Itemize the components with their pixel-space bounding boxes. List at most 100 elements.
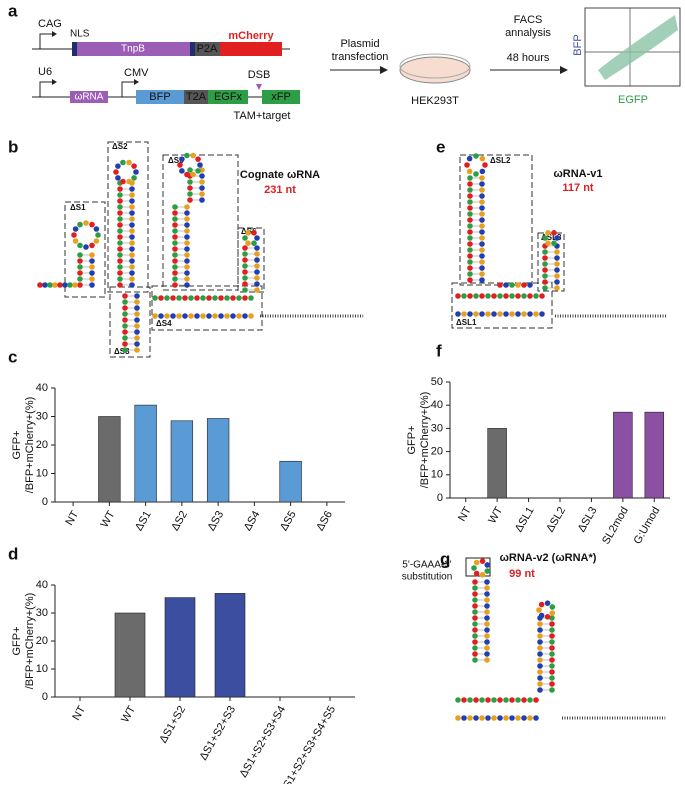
- nucleotide: [131, 163, 137, 169]
- bar-chart: d 0 10 20 30 40 GFP+/BFP+mCherry+(%) NT WT ΔS1+S2…: [8, 544, 355, 789]
- nucleotide: [197, 162, 203, 168]
- nucleotide: [537, 681, 543, 687]
- nucleotide: [479, 205, 485, 211]
- nucleotide: [254, 269, 260, 275]
- promoter: CMV: [124, 67, 149, 79]
- nucleotide: [179, 168, 185, 174]
- nucleotide: [117, 204, 123, 210]
- nucleotide: [134, 311, 140, 317]
- nucleotide: [515, 311, 521, 317]
- nucleotide: [467, 175, 473, 181]
- nucleotide: [184, 240, 190, 246]
- nucleotide: [152, 295, 158, 301]
- nucleotide: [491, 293, 497, 299]
- nucleotide: [187, 185, 193, 191]
- nucleotide: [230, 295, 236, 301]
- nucleotide: [551, 230, 557, 236]
- nucleotide: [485, 715, 491, 721]
- nucleotide: [482, 162, 488, 168]
- nucleotide: [503, 282, 509, 288]
- nucleotide: [484, 603, 490, 609]
- nucleotide: [254, 281, 260, 287]
- nucleotide: [129, 246, 135, 252]
- nucleotide: [484, 657, 490, 663]
- nucleotide: [248, 295, 254, 301]
- arrows: [330, 7, 681, 87]
- nucleotide: [539, 311, 545, 317]
- nucleotide: [133, 169, 139, 175]
- nucleotide: [129, 234, 135, 240]
- nucleotide: [479, 193, 485, 199]
- nucleotide: [254, 257, 260, 263]
- nucleotide: [538, 612, 545, 619]
- region-boxes: [451, 154, 565, 329]
- nucleotide: [467, 277, 473, 283]
- nucleotide: [188, 295, 194, 301]
- nucleotide: [77, 258, 83, 264]
- nucleotide: [491, 311, 497, 317]
- nucleotide: [533, 293, 539, 299]
- nucleotide: [172, 234, 178, 240]
- nucleotide: [120, 159, 126, 166]
- nucleotide: [172, 228, 178, 234]
- panel-label: c: [8, 347, 17, 366]
- nucleotide: [158, 313, 164, 319]
- nucleotide: [129, 222, 135, 228]
- nucleotide: [479, 247, 485, 253]
- nucleotide: [472, 639, 478, 645]
- y-tick-label: 20: [431, 446, 443, 458]
- bar: [644, 411, 665, 499]
- nucleotide: [515, 282, 521, 288]
- nucleotide: [549, 610, 556, 616]
- region-label: ΔSL2: [490, 156, 511, 165]
- nucleotide: [134, 299, 140, 305]
- nucleotide: [537, 657, 543, 663]
- nucleotide: [242, 245, 248, 251]
- structure-title: ωRNA-v2 (ωRNA*): [500, 552, 597, 564]
- nucleotide: [473, 311, 479, 317]
- nucleotide: [554, 285, 560, 291]
- nucleotide: [549, 633, 555, 639]
- nucleotide: [89, 282, 95, 288]
- step: 48 hours: [507, 52, 550, 64]
- x-tick-label: WT: [99, 509, 118, 530]
- region-label: ΔS4: [156, 319, 172, 328]
- nucleotide: [479, 181, 485, 187]
- nucleotide: [549, 604, 556, 610]
- x-tick-label: ΔS4: [242, 509, 263, 533]
- x-tick-label: ΔS1+S2+S3+S4: [238, 704, 289, 780]
- nucleotide: [129, 186, 135, 192]
- nucleotide: [129, 258, 135, 264]
- panel-label: e: [436, 137, 445, 156]
- nucleotide: [455, 293, 461, 299]
- nucleotide: [472, 621, 478, 627]
- nucleotide: [254, 251, 260, 257]
- nucleotide: [77, 270, 83, 276]
- nucleotide: [509, 282, 515, 288]
- nucleotide: [554, 267, 560, 273]
- nucleotide: [172, 240, 178, 246]
- nucleotide: [479, 558, 486, 564]
- nucleotide: [47, 282, 53, 288]
- nucleotide: [77, 264, 83, 270]
- nucleotide: [254, 263, 260, 269]
- y-tick-label: 10: [36, 663, 48, 675]
- nucleotide: [129, 198, 135, 204]
- nucleotide: [549, 675, 555, 681]
- nucleotide: [187, 191, 193, 197]
- nucleotide: [187, 179, 193, 185]
- nucleotide: [200, 295, 206, 301]
- nucleotide: [554, 261, 560, 267]
- nucleotide: [126, 159, 132, 166]
- nucleotide: [251, 230, 257, 236]
- nucleotide: [473, 559, 480, 566]
- nucleotide: [134, 347, 140, 353]
- nucleotide: [533, 311, 539, 317]
- nucleotide: [184, 152, 190, 159]
- x-tick-label: ΔS2: [169, 509, 190, 533]
- element: NLS: [70, 29, 90, 40]
- nucleotide: [467, 205, 473, 211]
- nucleotide: [120, 178, 126, 185]
- nucleotide: [479, 223, 485, 229]
